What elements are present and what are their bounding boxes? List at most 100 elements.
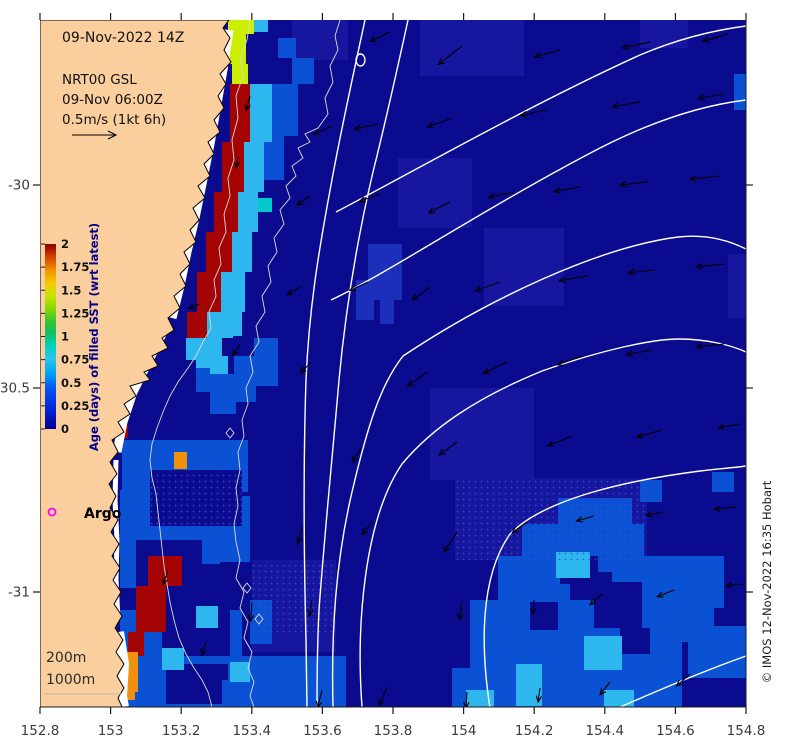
sst-age-cell [222, 142, 244, 192]
arrow-shaft [626, 349, 653, 356]
arrow-shaft [313, 125, 333, 135]
current-vector-arrow [353, 123, 379, 132]
arrow-head [535, 695, 543, 704]
arrow-shaft [317, 689, 323, 707]
gsl-contour [359, 338, 746, 707]
sst-age-cell [244, 142, 264, 192]
arrow-shaft [188, 303, 201, 310]
current-vector-arrow [295, 195, 311, 206]
sst-age-cell [230, 84, 250, 142]
arrow-head [530, 607, 537, 616]
arrow-head [697, 94, 705, 101]
arrow-shaft [354, 123, 379, 130]
gsl-contour [618, 655, 746, 707]
x-tick-label: 154.6 [656, 723, 695, 739]
arrow-head [315, 700, 323, 707]
arrow-shaft [458, 601, 463, 620]
arrow-head [599, 688, 607, 696]
arrow-head [656, 591, 664, 598]
colorbar-tick-label: 1.75 [61, 260, 89, 274]
current-vector-arrow [463, 691, 470, 707]
x-tick-label: 153.8 [374, 723, 413, 739]
sst-age-cell [214, 192, 238, 232]
arrow-shaft [534, 49, 561, 58]
current-vector-arrow [378, 686, 388, 707]
arrow-shaft [438, 441, 458, 456]
arrow-head [233, 161, 241, 170]
arrow-head [701, 36, 710, 43]
arrow-shaft [297, 526, 303, 544]
arrow-head [717, 423, 725, 431]
current-vector-arrow [427, 201, 451, 214]
sst-age-cell [228, 300, 242, 336]
x-tick-label: 152.8 [21, 723, 60, 739]
arrow-head [635, 432, 644, 439]
y-tick-label: -31 [8, 585, 30, 601]
arrow-shaft [636, 429, 663, 438]
colorbar-tick-label: 2 [61, 237, 69, 251]
sst-age-cell [620, 628, 650, 654]
arrow-shaft [359, 193, 381, 203]
current-vector-arrow [351, 446, 363, 464]
arrow-head [645, 510, 653, 518]
arrow-shaft [411, 286, 431, 301]
arrow-shaft [620, 181, 649, 186]
arrow-shaft [201, 641, 207, 656]
arrow-head [688, 175, 697, 182]
current-vector-arrow [717, 423, 741, 431]
arrow-shaft [378, 686, 388, 706]
current-vector-arrow [247, 601, 255, 623]
arrow-shaft [599, 681, 611, 695]
arrow-shaft [589, 593, 603, 606]
arrow-head [427, 207, 436, 214]
sst-age-cell [420, 20, 524, 76]
copyright-label: © IMOS 12-Nov-2022 16:35 Hobart [760, 480, 774, 683]
arrow-head [618, 181, 627, 188]
colorbar-tick-label: 0.25 [61, 399, 89, 413]
arrow-head [406, 380, 415, 387]
colorbar-tick-label: 0.75 [61, 353, 89, 367]
x-tick-label: 153.2 [162, 723, 201, 739]
sst-age-cell [254, 338, 278, 386]
colorbar-tick-label: 0 [61, 422, 69, 436]
arrow-head [694, 343, 703, 350]
depth-label-200m: 200m [46, 650, 86, 666]
x-tick-label: 153 [98, 723, 124, 739]
bathymetry-contour [149, 20, 251, 707]
current-vector-arrow [457, 601, 464, 622]
gsl-contour [331, 235, 746, 707]
arrow-shaft [407, 371, 428, 387]
arrow-shaft [698, 93, 725, 100]
current-vector-arrow [656, 589, 675, 598]
arrow-shaft [488, 191, 515, 198]
arrow-head [724, 582, 733, 589]
arrow-head [712, 505, 721, 512]
x-tick-label: 153.6 [303, 723, 342, 739]
sst-age-cell [196, 606, 218, 628]
sst-age-cell [232, 64, 248, 84]
current-vector-arrow [558, 275, 588, 284]
y-tick-label: -30.5 [0, 381, 30, 397]
arrow-head [295, 199, 304, 206]
arrow-head [487, 193, 496, 200]
current-vector-arrow [724, 582, 745, 589]
current-vector-arrow [231, 344, 241, 357]
sst-age-cell [530, 602, 558, 630]
arrow-shaft [559, 275, 588, 282]
arrow-head [575, 516, 584, 523]
arrow-shaft [162, 569, 169, 585]
x-tick-label: 154.4 [585, 723, 624, 739]
sst-age-cell [228, 34, 246, 64]
current-vector-arrow [697, 93, 725, 101]
timestamp-label: 09-Nov-2022 14Z [62, 30, 184, 46]
current-vector-arrow [162, 569, 169, 586]
current-vector-arrow [244, 95, 251, 112]
arrow-head [296, 536, 303, 545]
arrow-head [611, 102, 619, 110]
current-vector-arrow [599, 681, 611, 696]
current-vector-arrow [361, 521, 373, 536]
stipple-overlay [455, 480, 647, 560]
arrow-head [675, 679, 683, 687]
bathymetry-contour [233, 20, 341, 707]
arrow-shaft [676, 673, 691, 687]
